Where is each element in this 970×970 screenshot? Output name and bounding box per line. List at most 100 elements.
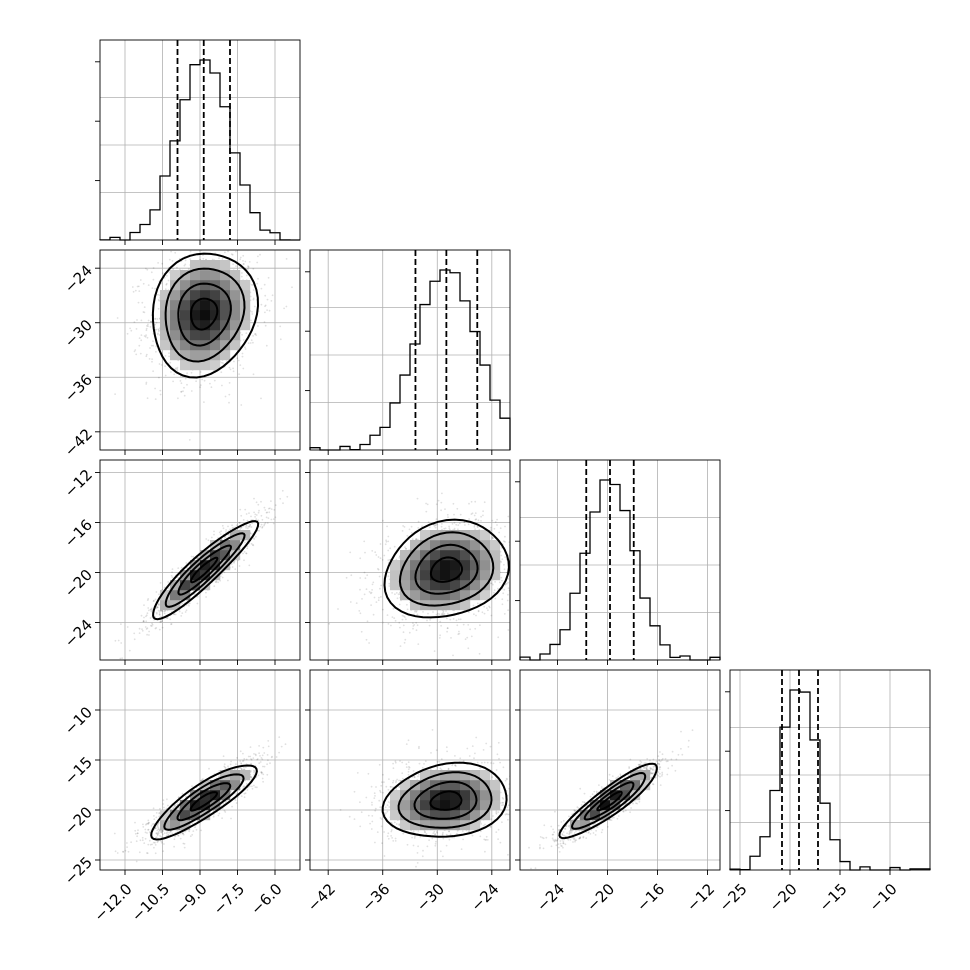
sample-point <box>436 523 439 526</box>
sample-point <box>483 501 486 504</box>
density-cell <box>160 300 171 311</box>
contour-level-2 <box>164 267 246 363</box>
sample-point <box>266 522 269 524</box>
panel-frame <box>729 669 931 871</box>
sample-point <box>158 363 161 365</box>
sample-point <box>154 287 157 290</box>
density-cell <box>430 590 441 601</box>
sample-point <box>384 543 387 546</box>
density-cell <box>440 590 451 601</box>
sample-point <box>253 497 255 500</box>
density-cell <box>460 580 471 591</box>
sample-point <box>141 628 143 631</box>
sample-point <box>252 289 255 291</box>
density-cell <box>390 580 401 591</box>
sample-point <box>449 618 452 621</box>
sample-point <box>208 238 210 240</box>
hist-panel-0 <box>95 39 301 245</box>
sample-point <box>457 618 460 621</box>
sample-point <box>273 509 276 511</box>
sample-point <box>496 524 498 526</box>
sample-point <box>238 565 241 567</box>
sample-point <box>161 610 164 613</box>
density-cell <box>210 290 221 301</box>
sample-point <box>466 636 469 639</box>
sample-point <box>152 340 154 343</box>
sample-point <box>506 599 509 602</box>
sample-point <box>483 612 486 615</box>
sample-point <box>174 835 176 838</box>
sample-point <box>146 336 149 339</box>
sample-point <box>504 541 506 543</box>
sample-point <box>244 348 247 350</box>
sample-point <box>241 272 243 274</box>
sample-point <box>252 544 255 547</box>
sample-point <box>114 393 116 395</box>
sample-point <box>152 344 155 347</box>
sample-point <box>150 320 152 323</box>
sample-point <box>490 582 493 585</box>
sample-point <box>398 603 401 606</box>
sample-point <box>459 618 462 621</box>
density-cell <box>480 560 491 571</box>
sample-point <box>170 250 173 253</box>
sample-point <box>150 624 152 627</box>
sample-point <box>492 583 494 586</box>
sample-point <box>177 567 180 569</box>
sample-point <box>257 325 259 327</box>
sample-point <box>477 519 480 522</box>
sample-point <box>405 548 407 550</box>
sample-point <box>467 523 470 526</box>
density-cell <box>420 530 431 541</box>
sample-point <box>387 549 390 552</box>
sample-point <box>156 318 159 320</box>
sample-point <box>241 352 244 355</box>
sample-point <box>521 554 523 556</box>
density-cell <box>420 560 431 571</box>
sample-point <box>238 522 241 524</box>
density-cell <box>170 340 181 351</box>
grid-lines <box>520 460 720 660</box>
density-cell <box>210 550 221 561</box>
sample-point <box>225 360 228 362</box>
sample-point <box>263 752 266 754</box>
sample-point <box>395 592 398 594</box>
sample-point <box>223 245 225 247</box>
sample-point <box>512 588 514 590</box>
sample-point <box>479 624 481 627</box>
sample-point <box>148 358 151 360</box>
sample-point <box>187 245 189 247</box>
sample-point <box>138 344 141 347</box>
sample-point <box>114 639 117 642</box>
sample-point <box>232 263 235 265</box>
sample-point <box>391 592 393 594</box>
sample-point <box>402 624 405 627</box>
sample-point <box>148 630 151 633</box>
sample-point <box>474 500 477 503</box>
sample-point <box>226 236 228 238</box>
sample-point <box>214 581 217 583</box>
sample-point <box>255 334 258 336</box>
density-cell <box>160 330 171 341</box>
sample-point <box>386 525 388 528</box>
sample-point <box>254 516 256 518</box>
sample-point <box>440 525 443 528</box>
sample-point <box>252 373 255 376</box>
sample-point <box>157 330 160 333</box>
sample-point <box>470 635 473 638</box>
density-cell <box>230 550 241 561</box>
sample-point <box>230 563 233 565</box>
sample-point <box>188 602 191 605</box>
sample-point <box>254 535 257 538</box>
sample-point <box>406 534 409 537</box>
sample-point <box>181 612 184 614</box>
histogram-step-line <box>99 59 300 241</box>
sample-point <box>196 595 199 598</box>
sample-point <box>180 390 183 393</box>
sample-point <box>160 364 163 366</box>
sample-point <box>135 353 138 356</box>
sample-point <box>416 497 419 500</box>
sample-point <box>438 613 441 616</box>
sample-point <box>174 613 177 616</box>
sample-point <box>92 313 94 315</box>
